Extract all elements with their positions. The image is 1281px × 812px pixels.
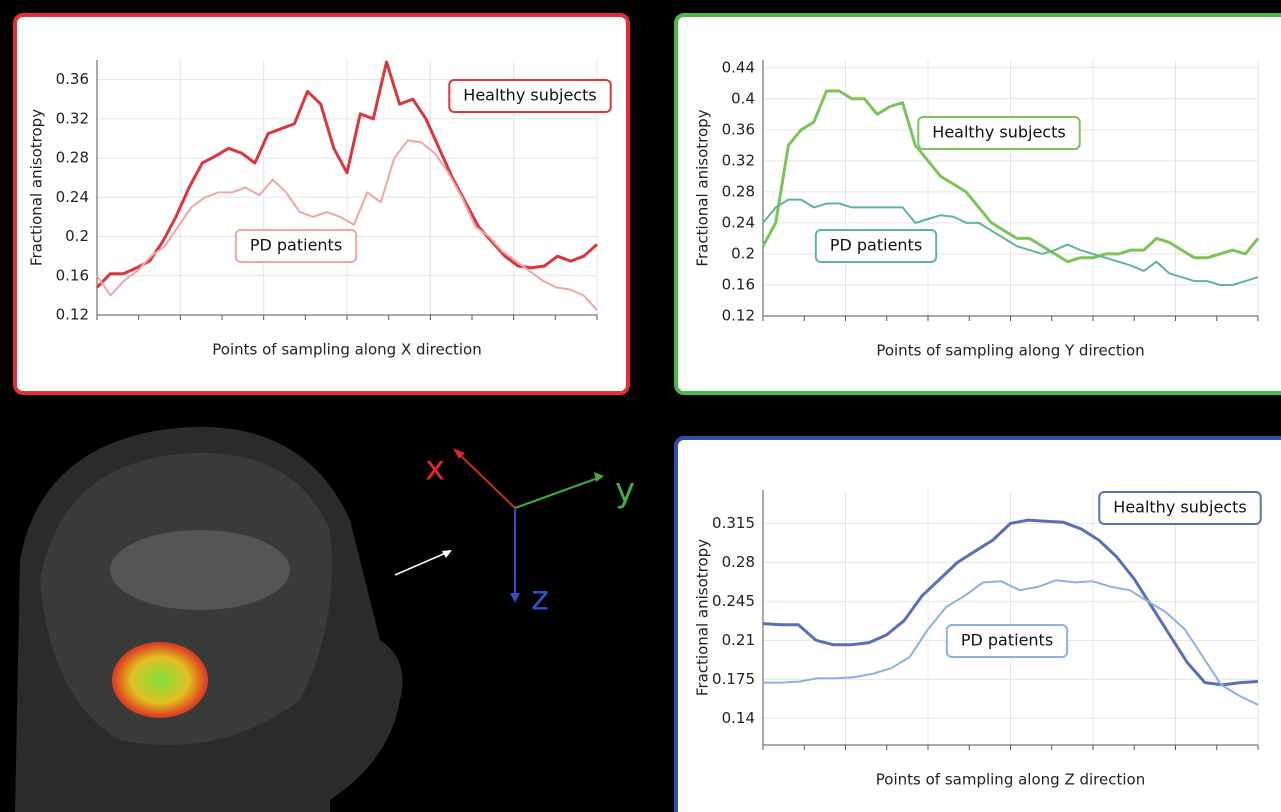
y-tick-label: 0.32 (56, 109, 89, 127)
y-tick-label: 0.28 (722, 182, 755, 200)
y-tick-label: 0.16 (56, 266, 89, 284)
y-axis-label: Fractional anisotropy (28, 109, 46, 266)
chart-panel: 0.12 0.16 0.2 0.24 0.28 0.32 0.36 0.4 0.44 Points… (674, 13, 1281, 395)
y-tick-label: 0.24 (56, 188, 89, 206)
y-tick-label: 0.14 (722, 709, 755, 727)
axes-icon: x y z (425, 448, 635, 619)
y-tick-label: 0.32 (722, 151, 755, 169)
y-tick-label: 0.175 (712, 670, 755, 688)
y-tick-label: 0.24 (722, 213, 755, 231)
line-series (95, 60, 598, 289)
axis-letter: x (425, 449, 445, 489)
legend-label: PD patients (961, 631, 1053, 650)
panel-frame (13, 13, 630, 395)
y-tick-label: 0.36 (722, 120, 755, 138)
y-axis-label: Fractional anisotropy (694, 109, 712, 266)
y-tick-label: 0.315 (712, 514, 755, 532)
y-tick-label: 0.12 (722, 307, 755, 325)
y-tick-label: 0.21 (722, 631, 755, 649)
line-series (763, 579, 1259, 706)
x-axis-label: Points of sampling along X direction (212, 341, 481, 359)
y-tick-label: 0.36 (56, 70, 89, 88)
chart-panel: 0.14 0.175 0.21 0.245 0.28 0.315 Points of sam… (674, 436, 1281, 812)
y-tick-label: 0.2 (65, 227, 89, 245)
legend-label: Healthy subjects (1113, 498, 1246, 517)
legend-box (814, 229, 938, 263)
y-tick-label: 0.16 (722, 275, 755, 293)
y-tick-label: 0.28 (722, 553, 755, 571)
line-series (762, 198, 1259, 286)
y-tick-label: 0.28 (56, 149, 89, 167)
legend-label: Healthy subjects (463, 86, 596, 105)
line-series (761, 89, 1260, 264)
legend-box (945, 624, 1069, 658)
line-series (96, 139, 598, 311)
y-tick-label: 0.44 (722, 58, 755, 76)
line-series (762, 518, 1259, 687)
y-tick-label: 0.12 (56, 306, 89, 324)
legend-box (917, 116, 1081, 150)
axis-letter: y (615, 471, 635, 511)
x-axis-label: Points of sampling along Z direction (876, 771, 1145, 789)
legend-label: PD patients (830, 236, 922, 255)
y-tick-label: 0.2 (731, 244, 755, 262)
y-tick-label: 0.4 (731, 89, 755, 107)
legend-label: Healthy subjects (932, 123, 1065, 142)
y-tick-label: 0.245 (712, 592, 755, 610)
legend-label: PD patients (250, 236, 342, 255)
axis-letter: z (531, 579, 549, 619)
legend-box (448, 79, 612, 113)
brain-image (15, 426, 452, 812)
y-axis-label: Fractional anisotropy (694, 539, 712, 696)
panel-frame (674, 13, 1281, 395)
legend-box (1098, 491, 1262, 525)
x-axis-label: Points of sampling along Y direction (876, 342, 1144, 360)
legend-box (234, 229, 358, 263)
chart-panel: 0.12 0.16 0.2 0.24 0.28 0.32 0.36 Points of sam… (13, 13, 630, 395)
